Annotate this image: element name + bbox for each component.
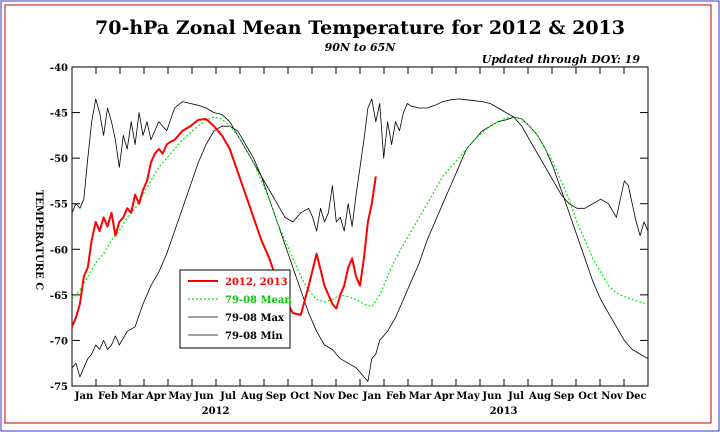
x-month-label: Mar (409, 391, 433, 402)
x-month-label: Dec (625, 391, 646, 402)
y-tick-label: -60 (50, 245, 68, 256)
chart-title: 70-hPa Zonal Mean Temperature for 2012 &… (95, 17, 625, 39)
legend-label: 79-08 Mean (225, 295, 292, 306)
plot-border (71, 66, 649, 387)
x-month-label: Sep (554, 391, 575, 402)
x-month-label: Aug (528, 391, 551, 402)
x-month-label: Dec (337, 391, 358, 402)
series-line-79-08-max (71, 98, 649, 236)
x-month-label: Sep (266, 391, 287, 402)
y-tick-label: -40 (50, 63, 68, 74)
series-line-79-08-min (71, 116, 649, 382)
x-month-label: Jan (74, 391, 94, 402)
y-axis-label: TEMPERATURE C (33, 190, 44, 290)
x-month-label: Nov (601, 391, 624, 402)
series-line-79-08-mean (71, 116, 649, 308)
x-month-label: Aug (240, 391, 263, 402)
x-month-label: Apr (145, 391, 167, 402)
y-tick-label: -45 (50, 109, 68, 120)
series-line-2012-2013 (71, 118, 377, 328)
y-tick-label: -65 (50, 291, 68, 302)
x-month-label: Nov (313, 391, 336, 402)
legend-label: 79-08 Min (225, 331, 283, 342)
x-month-label: Jan (362, 391, 382, 402)
x-month-label: Apr (433, 391, 455, 402)
x-month-label: Mar (121, 391, 145, 402)
x-month-label: Jul (507, 391, 524, 402)
x-month-label: Feb (386, 391, 406, 402)
x-month-label: May (168, 391, 193, 402)
x-month-label: Feb (98, 391, 118, 402)
x-month-label: Oct (290, 391, 310, 402)
legend-label: 79-08 Max (225, 313, 285, 324)
y-tick-label: -55 (50, 200, 68, 211)
x-month-label: May (456, 391, 481, 402)
x-month-label: Jun (481, 391, 502, 402)
x-year-label: 2012 (202, 406, 230, 417)
y-tick-label: -50 (50, 154, 68, 165)
x-month-label: Jun (193, 391, 214, 402)
x-month-label: Jul (219, 391, 236, 402)
x-month-label: Oct (578, 391, 598, 402)
legend-label: 2012, 2013 (225, 277, 288, 288)
y-tick-label: -75 (50, 382, 68, 393)
legend: 2012, 2013 79-08 Mean 79-08 Max 79-08 Min (179, 269, 292, 349)
y-tick-label: -70 (50, 336, 68, 347)
x-year-label: 2013 (490, 406, 518, 417)
update-annotation: Updated through DOY: 19 (482, 53, 641, 66)
chart-subtitle: 90N to 65N (325, 41, 397, 54)
inner-border-red (4, 4, 712, 424)
